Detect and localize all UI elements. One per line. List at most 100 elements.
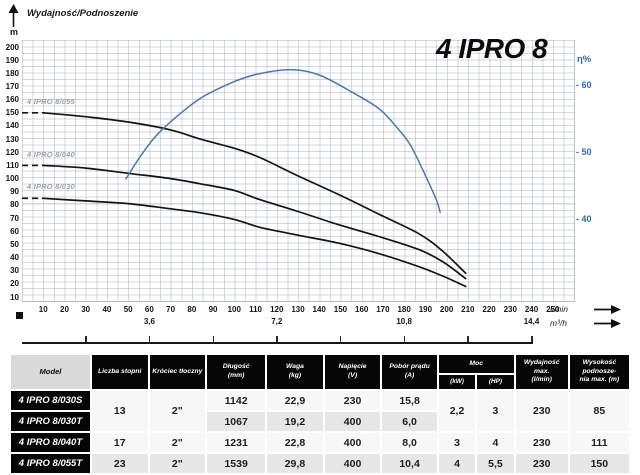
head-curve bbox=[42, 111, 467, 275]
col-header-power: Moc bbox=[438, 355, 514, 373]
y-tick-label: 30 bbox=[10, 266, 19, 276]
origin-marker bbox=[16, 312, 23, 319]
cell-current: 10,4 bbox=[382, 454, 437, 473]
cell-length: 1142 bbox=[207, 391, 266, 410]
cell-stages: 17 bbox=[91, 433, 148, 452]
table-row: 4 IPRO 8/030S 13 2" 1142 22,9 230 15,8 2… bbox=[11, 391, 629, 431]
axis-tick-mark bbox=[339, 336, 342, 342]
axis-tick-mark bbox=[276, 336, 278, 342]
x-tick-label-m3h: 10,8 bbox=[396, 317, 412, 326]
cell-stages: 23 bbox=[91, 454, 148, 473]
curve-label: 4 IPRO 8/040 bbox=[27, 149, 75, 159]
y-tick-label: 50 bbox=[10, 239, 19, 249]
cell-power-hp: 5,5 bbox=[477, 454, 514, 473]
x-tick-label: 170 bbox=[376, 305, 390, 314]
col-header-power-hp: (HP) bbox=[477, 375, 514, 389]
y-axis-unit: m bbox=[9, 27, 18, 37]
secondary-x-axis-line bbox=[22, 342, 533, 344]
cell-current: 8,0 bbox=[382, 433, 437, 452]
y-tick-label: 120 bbox=[5, 147, 19, 157]
header-line: Wydajność max. bbox=[523, 358, 560, 375]
cell-voltage: 400 bbox=[324, 454, 381, 473]
efficiency-tick-label: - 60 bbox=[576, 80, 592, 90]
axis-tick-mark bbox=[148, 336, 151, 342]
y-tick-label: 80 bbox=[10, 200, 19, 210]
axis-tick-mark bbox=[467, 336, 469, 342]
x-tick-label: 20 bbox=[60, 305, 69, 314]
x-tick-label: 60 bbox=[144, 305, 154, 314]
header-line: (mm) bbox=[227, 372, 245, 379]
cell-max-flow: 230 bbox=[515, 433, 568, 452]
header-line: Długość bbox=[222, 363, 250, 371]
x-tick-label: 160 bbox=[355, 305, 369, 314]
cell-outlet: 2" bbox=[149, 391, 206, 431]
x-tick-label: 250 bbox=[546, 305, 560, 314]
cell-stages: 13 bbox=[91, 391, 148, 431]
x-tick-label: 50 bbox=[123, 305, 133, 314]
cell-power-kw: 2,2 bbox=[438, 391, 476, 431]
x-tick-label: 30 bbox=[81, 305, 91, 314]
efficiency-axis-label: η% bbox=[577, 54, 592, 65]
table-row: 4 IPRO 8/055T 23 2" 1539 29,8 400 10,4 4… bbox=[11, 454, 629, 473]
x-tick-label-m3h: 14,4 bbox=[523, 317, 540, 326]
cell-current: 15,8 bbox=[382, 391, 437, 410]
efficiency-tick-label: - 40 bbox=[576, 214, 592, 224]
axis-tick-mark bbox=[212, 336, 215, 342]
curve-label: 4 IPRO 8/030 bbox=[27, 182, 75, 192]
x-tick-label: 220 bbox=[482, 305, 496, 314]
y-tick-label: 60 bbox=[10, 226, 19, 236]
y-tick-label: 150 bbox=[5, 108, 19, 118]
axis-tick-mark bbox=[403, 336, 406, 342]
x-tick-label: 100 bbox=[227, 305, 241, 314]
x-tick-label: 130 bbox=[291, 305, 305, 314]
header-line: (l/min) bbox=[531, 376, 552, 384]
cell-model: 4 IPRO 8/040T bbox=[11, 433, 90, 452]
x-tick-label: 190 bbox=[418, 305, 433, 314]
chart-title: 4 IPRO 8 bbox=[436, 33, 548, 64]
cell-model: 4 IPRO 8/030T bbox=[11, 412, 90, 431]
x-tick-label: 90 bbox=[208, 305, 218, 314]
col-header-current: Pobór prądu (A) bbox=[382, 355, 437, 389]
x-tick-label: 80 bbox=[187, 305, 197, 314]
header-line: nia max. (m) bbox=[579, 376, 620, 384]
cell-power-hp: 3 bbox=[477, 391, 514, 431]
table-row: 4 IPRO 8/040T 17 2" 1231 22,8 400 8,0 3 … bbox=[11, 433, 629, 452]
efficiency-tick-label: - 50 bbox=[576, 147, 592, 157]
y-tick-label: 40 bbox=[10, 253, 19, 263]
col-header-stages: Liczba stopni bbox=[91, 355, 148, 389]
cell-max-flow: 230 bbox=[515, 454, 568, 473]
cell-power-kw: 3 bbox=[438, 433, 476, 452]
head-curve bbox=[42, 164, 467, 280]
cell-max-flow: 230 bbox=[515, 391, 568, 431]
col-header-power-kw: (kW) bbox=[438, 375, 476, 389]
x-tick-label: 230 bbox=[503, 305, 517, 314]
col-header-model: Model bbox=[11, 355, 90, 389]
cell-length: 1067 bbox=[207, 412, 266, 431]
col-header-length: Długość (mm) bbox=[207, 355, 266, 389]
chart-axis-caption: Wydajność/Podnoszenie bbox=[27, 8, 139, 19]
x-tick-label: 150 bbox=[333, 305, 348, 314]
x-tick-label: 120 bbox=[270, 305, 284, 314]
y-tick-label: 190 bbox=[5, 55, 19, 65]
cell-outlet: 2" bbox=[149, 433, 206, 452]
y-tick-label: 110 bbox=[6, 160, 19, 170]
x-tick-label: 140 bbox=[312, 305, 326, 314]
header-line: Napięcie bbox=[338, 363, 367, 371]
cell-weight: 22,9 bbox=[267, 391, 323, 410]
header-line: Wysokość podnosze- bbox=[582, 358, 617, 375]
x-tick-label: 10 bbox=[38, 305, 48, 314]
arrow-right-icon bbox=[594, 305, 621, 314]
cell-power-hp: 4 bbox=[477, 433, 514, 452]
axis-tick-mark bbox=[85, 336, 87, 342]
header-line: (A) bbox=[404, 372, 415, 379]
curve-label: 4 IPRO 8/055 bbox=[27, 96, 75, 106]
cell-length: 1539 bbox=[207, 454, 266, 473]
x-tick-label: 110 bbox=[249, 305, 262, 314]
header-line: (kg) bbox=[288, 372, 302, 379]
x-tick-label-m3h: 7,2 bbox=[271, 317, 283, 326]
cell-max-head: 150 bbox=[569, 454, 629, 473]
chart-grid bbox=[22, 40, 575, 302]
flow-unit-lmin: l/min bbox=[550, 304, 568, 314]
cell-current: 6,0 bbox=[382, 412, 437, 431]
